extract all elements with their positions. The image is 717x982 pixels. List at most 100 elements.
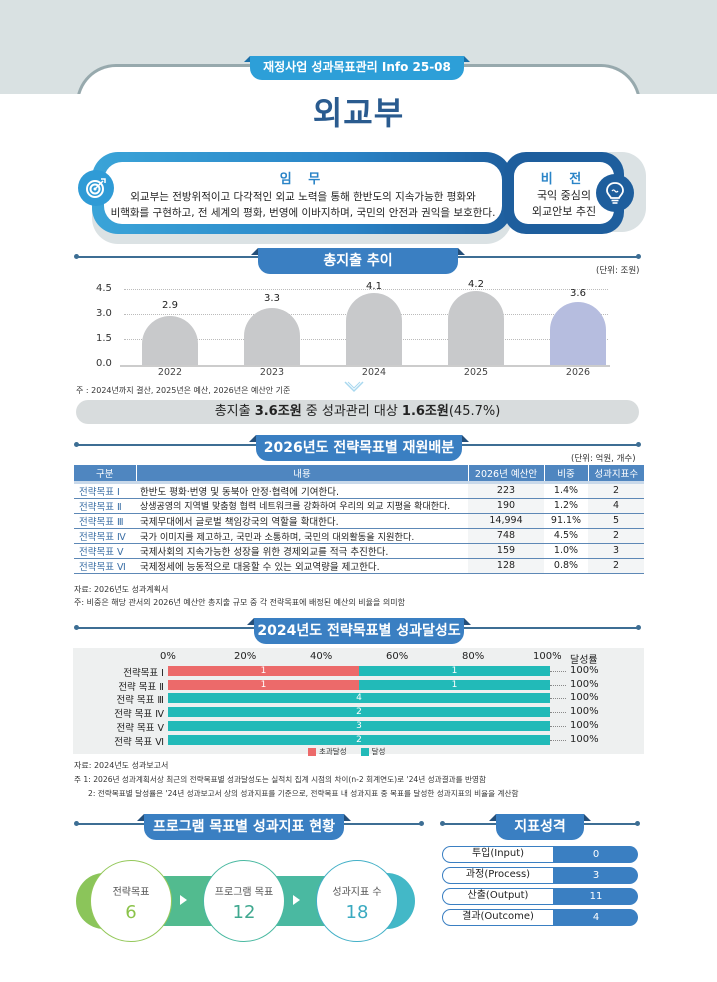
total-amount: 3.6조원 <box>254 404 302 419</box>
x-tick: 2024 <box>361 367 387 378</box>
bar-achieved: 2 <box>168 735 550 745</box>
indicator-type-row: 투입(Input) 0 <box>442 846 638 863</box>
bar-2026 <box>550 302 606 365</box>
rate-header: 달성률 <box>570 655 598 666</box>
x-tick: 0% <box>160 651 176 662</box>
bar-row: 2 <box>168 707 550 717</box>
achievement-rate: 100% <box>570 706 599 717</box>
x-tick: 80% <box>462 651 485 662</box>
mission-text-line2: 비핵화를 구현하고, 전 세계의 평화, 번영에 이바지하며, 국민의 안전과 … <box>110 207 496 219</box>
allocation-table: 구분 내용 2026년 예산안 비중 성과지표수 전략목표 Ⅰ 한반도 평화·번… <box>74 465 644 574</box>
program-stat-program-goals: 프로그램 목표 12 <box>203 860 285 942</box>
bar-row: 4 <box>168 693 550 703</box>
indicator-type-row: 산출(Output) 11 <box>442 888 638 905</box>
col-header: 내용 <box>135 465 468 484</box>
legend-swatch-over-achieved <box>308 747 316 756</box>
bar-achieved: 1 <box>359 680 550 690</box>
program-stat-indicators: 성과지표 수 18 <box>316 860 398 942</box>
table-row: 전략목표 Ⅲ 국제무대에서 글로벌 책임강국의 역할을 확대한다. 14,994… <box>74 513 644 529</box>
spending-summary: 총지출 3.6조원 중 성과관리 대상 1.6조원(45.7%) <box>76 400 639 424</box>
x-tick: 2025 <box>463 367 489 378</box>
bar-achieved: 2 <box>168 707 550 717</box>
bar-row: 1 1 <box>168 680 550 690</box>
mission-box: 임 무 외교부는 전방위적이고 다각적인 외교 노력을 통해 한반도의 지속가능… <box>92 152 512 234</box>
target-icon <box>78 170 114 206</box>
section-title-program: 프로그램 목표별 성과지표 현황 <box>137 814 351 840</box>
col-header: 2026년 예산안 <box>467 465 544 484</box>
vision-text-line2: 외교안보 추진 <box>531 205 597 218</box>
bar-achieved: 3 <box>168 721 550 731</box>
bar-value: 4.1 <box>366 281 382 292</box>
vision-title: 비 전 <box>540 172 588 187</box>
row-label: 전략 목표 Ⅱ <box>118 682 164 693</box>
bar-row: 3 <box>168 721 550 731</box>
bar-achieved: 4 <box>168 693 550 703</box>
x-tick: 2026 <box>565 367 591 378</box>
chevron-down-icon <box>344 381 364 393</box>
unit-label: (단위: 억원, 개수) <box>571 454 636 464</box>
bar-2024 <box>346 293 402 365</box>
vision-box: 비 전 국익 중심의 외교안보 추진 <box>504 152 624 234</box>
section-title-total-spending: 총지출 추이 <box>251 248 465 274</box>
achievement-rate: 100% <box>570 720 599 731</box>
achievement-rate: 100% <box>570 734 599 745</box>
program-stat-strategic-goals: 전략목표 6 <box>90 860 172 942</box>
y-tick: 3.0 <box>96 308 112 319</box>
bar-achieved: 1 <box>359 666 550 676</box>
mission-text-line1: 외교부는 전방위적이고 다각적인 외교 노력을 통해 한반도의 지속가능한 평화… <box>130 191 476 203</box>
bar-value: 3.6 <box>570 288 586 299</box>
y-tick: 1.5 <box>96 333 112 344</box>
bar-over-achieved: 1 <box>168 666 359 676</box>
bar-2025 <box>448 291 504 365</box>
achievement-note-2: 2: 전략목표별 달성률은 '24년 성과보고서 상의 성과지표를 기준으로, … <box>88 789 519 798</box>
bar-value: 4.2 <box>468 279 484 290</box>
indicator-type-row: 결과(Outcome) 4 <box>442 909 638 926</box>
achievement-rate: 100% <box>570 665 599 676</box>
y-tick: 0.0 <box>96 358 112 369</box>
table-source: 자료: 2026년도 성과계획서 <box>74 585 169 594</box>
chart-note: 주 : 2024년까지 결산, 2025년은 예산, 2026년은 예산안 기준 <box>76 386 291 395</box>
row-label: 전략 목표 Ⅴ <box>116 723 165 734</box>
x-tick: 20% <box>234 651 257 662</box>
col-header: 비중 <box>543 465 588 484</box>
bar-2022 <box>142 316 198 365</box>
lightbulb-icon <box>596 174 634 212</box>
col-header: 구분 <box>74 465 136 484</box>
section-title-indicator-types: 지표성격 <box>489 814 591 840</box>
arrow-right-icon <box>180 895 187 905</box>
achievement-source: 자료: 2024년도 성과보고서 <box>74 761 169 770</box>
bar-over-achieved: 1 <box>168 680 359 690</box>
table-row: 전략목표 Ⅵ 국제정세에 능동적으로 대응할 수 있는 외교역량을 제고한다. … <box>74 558 644 574</box>
row-label: 전략 목표 Ⅲ <box>116 695 164 706</box>
x-tick: 40% <box>310 651 333 662</box>
achievement-rate: 100% <box>570 679 599 690</box>
mission-title: 임 무 <box>279 172 327 187</box>
x-tick: 2023 <box>259 367 285 378</box>
vision-text-line1: 국익 중심의 <box>536 189 592 202</box>
table-note: 주: 비중은 해당 관서의 2026년 예산안 총지출 규모 중 각 전략목표에… <box>74 598 405 607</box>
bar-2023 <box>244 308 300 365</box>
legend-swatch-achieved <box>360 747 369 756</box>
arrow-right-icon <box>293 895 300 905</box>
table-row: 전략목표 Ⅳ 국가 이미지를 제고하고, 국민과 소통하며, 국민의 대외활동을… <box>74 528 644 544</box>
table-row: 전략목표 Ⅴ 국제사회의 지속가능한 성장을 위한 경제외교를 적극 추진한다.… <box>74 543 644 559</box>
table-row: 전략목표 Ⅰ 한반도 평화·번영 및 동북아 안정·협력에 기여한다. 223 … <box>74 482 644 499</box>
x-tick: 100% <box>533 651 562 662</box>
col-header: 성과지표수 <box>587 465 644 484</box>
series-label: 재정사업 성과목표관리 Info 25-08 <box>244 56 470 80</box>
row-label: 전략 목표 Ⅳ <box>114 709 164 720</box>
row-label: 전략 목표 Ⅵ <box>114 737 164 748</box>
achievement-note-1: 주 1: 2026년 성과계획서상 최근의 전략목표별 성과달성도는 실적치 집… <box>74 775 486 784</box>
bar-value: 3.3 <box>264 293 280 304</box>
section-title-allocation: 2026년도 전략목표별 재원배분 <box>249 435 469 461</box>
x-tick: 60% <box>386 651 409 662</box>
chart-legend: 초과달성 달성 <box>308 746 385 757</box>
bar-value: 2.9 <box>162 300 178 311</box>
unit-label: (단위: 조원) <box>596 266 640 276</box>
page-title: 외교부 <box>312 94 405 132</box>
table-row: 전략목표 Ⅱ 상생공영의 지역별 맞춤형 협력 네트워크를 강화하여 우리의 외… <box>74 498 644 514</box>
target-amount: 1.6조원 <box>401 404 449 419</box>
bar-row: 1 1 <box>168 666 550 676</box>
section-title-achievement: 2024년도 전략목표별 성과달성도 <box>247 618 471 644</box>
row-label: 전략목표 Ⅰ <box>123 668 164 679</box>
